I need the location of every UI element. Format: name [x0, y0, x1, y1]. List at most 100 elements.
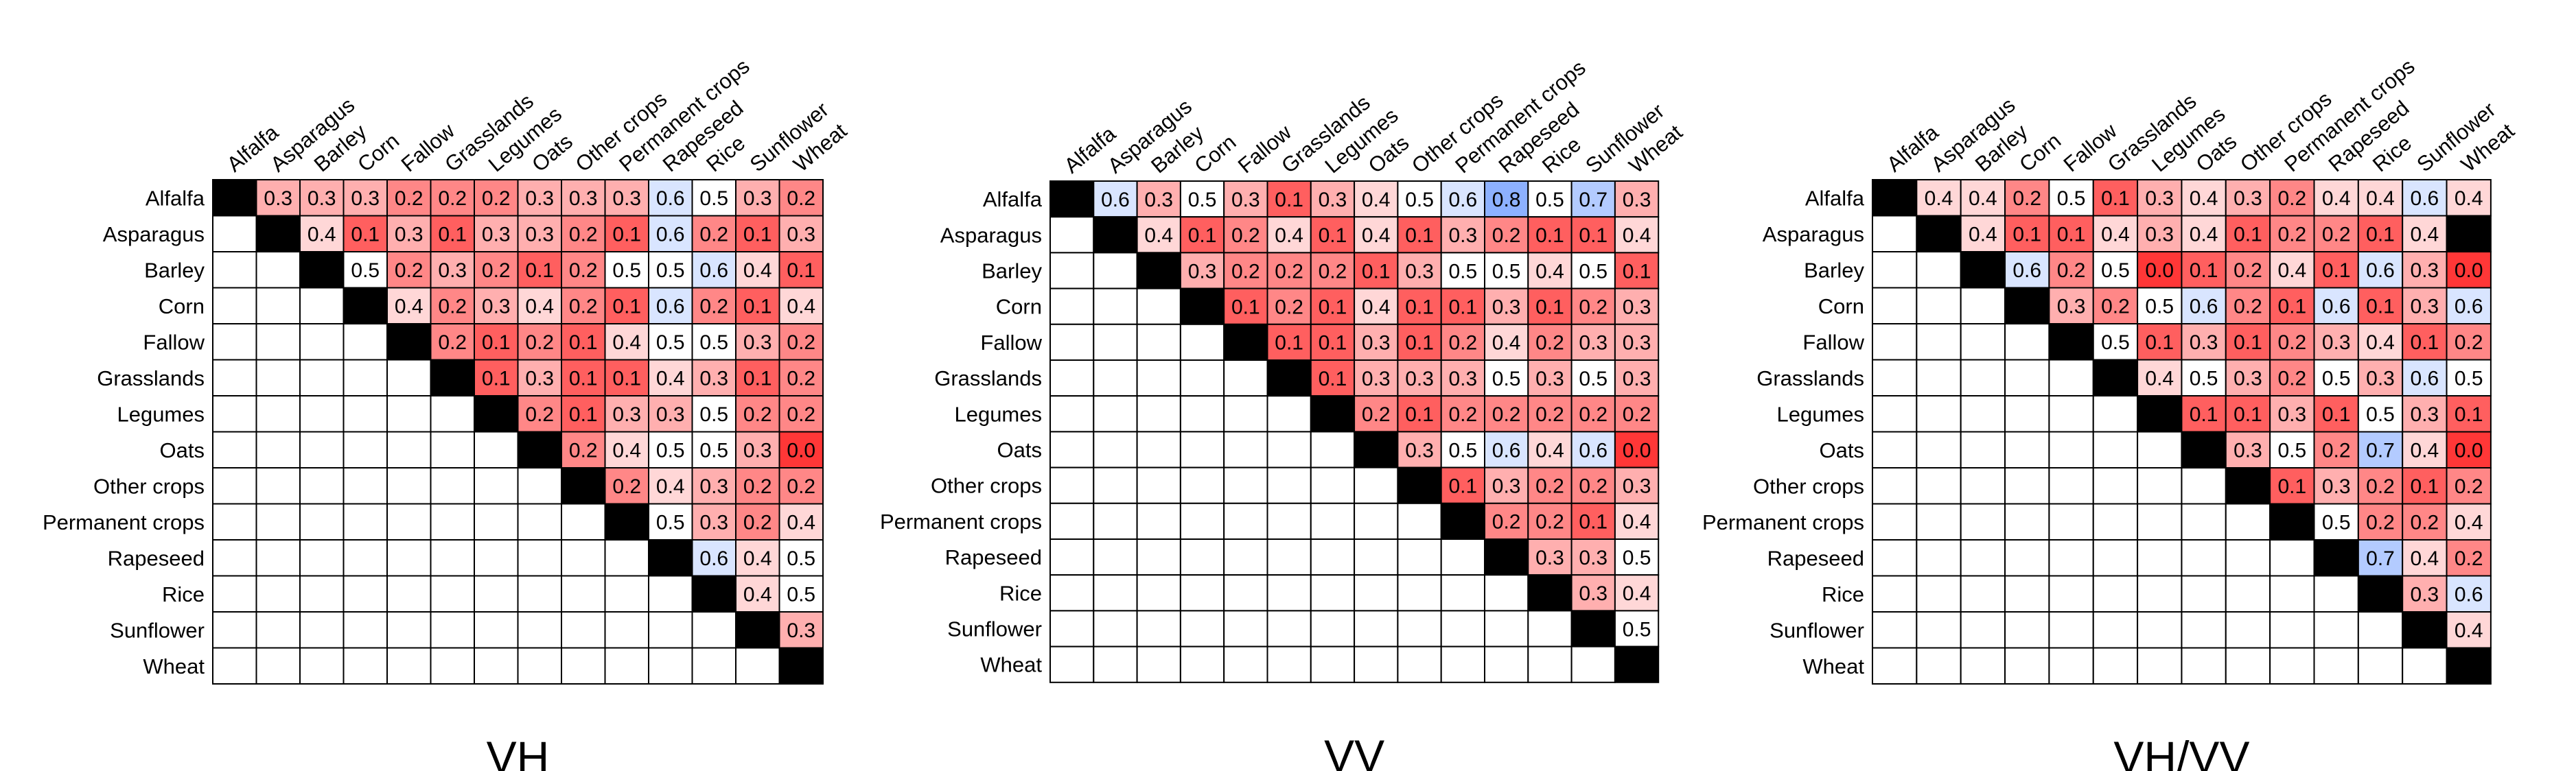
empty-cell	[1049, 323, 1095, 361]
empty-cell	[1310, 466, 1356, 504]
empty-cell	[1872, 287, 1918, 324]
cell-value-label: 0.1	[2057, 224, 2086, 246]
heatmap-cell	[2269, 467, 2315, 505]
heatmap-cell	[1179, 252, 1225, 289]
heatmap-cell	[1484, 395, 1529, 433]
diagonal-cell	[735, 611, 780, 649]
heatmap-cell	[778, 287, 824, 324]
heatmap-cell	[1570, 574, 1616, 612]
heatmap-cell	[2313, 503, 2359, 541]
heatmap-cell	[2313, 431, 2359, 468]
empty-cell	[1093, 502, 1138, 540]
cell-value-label: 0.3	[1231, 189, 1260, 211]
diagonal-cell	[343, 287, 388, 324]
cell-value-label: 0.5	[1623, 618, 1651, 641]
cell-value-label: 0.2	[787, 187, 815, 210]
empty-cell	[2225, 647, 2271, 685]
cell-value-label: 0.5	[699, 403, 728, 426]
heatmap-cell	[1484, 359, 1529, 397]
cell-value-label: 0.4	[656, 475, 685, 498]
empty-cell	[561, 503, 606, 541]
cell-value-label: 0.1	[612, 224, 641, 246]
empty-cell	[1223, 538, 1268, 576]
empty-cell	[1484, 610, 1529, 648]
cell-value-label: 0.2	[2277, 187, 2306, 210]
cell-value-label: 0.3	[1405, 439, 1434, 462]
row-tick-label: Grasslands	[1756, 366, 1864, 390]
heatmap-cell	[1484, 252, 1529, 289]
empty-cell	[1136, 287, 1181, 325]
cell-value-label: 0.2	[1448, 332, 1477, 355]
cell-value-label: 0.5	[612, 259, 641, 282]
cell-value-label: 0.4	[1362, 296, 1391, 319]
cell-value-label: 0.1	[1535, 296, 1564, 319]
cell-value-label: 0.4	[2455, 619, 2483, 642]
empty-cell	[2225, 503, 2271, 541]
row-tick-label: Corn	[159, 294, 205, 318]
cell-value-label: 0.3	[2190, 331, 2218, 354]
row-tick-label: Grasslands	[97, 366, 205, 390]
cell-value-label: 0.3	[1579, 582, 1608, 605]
empty-cell	[343, 431, 388, 468]
cell-value-label: 0.2	[2322, 224, 2351, 246]
empty-cell	[1223, 431, 1268, 468]
cell-value-label: 0.2	[1579, 475, 1608, 498]
heatmap-cell	[1223, 287, 1268, 325]
empty-cell	[2004, 467, 2050, 505]
empty-cell	[1093, 538, 1138, 576]
cell-value-label: 0.1	[1319, 296, 1347, 319]
empty-cell	[255, 575, 301, 613]
cell-value-label: 0.6	[2190, 296, 2218, 318]
empty-cell	[386, 575, 432, 613]
heatmap-cell	[1614, 538, 1660, 576]
diagonal-cell	[1049, 180, 1095, 218]
cell-value-label: 0.2	[2366, 512, 2395, 534]
cell-value-label: 0.1	[2322, 259, 2351, 282]
cell-value-label: 0.3	[1492, 296, 1521, 319]
cell-value-label: 0.4	[787, 296, 815, 318]
cell-value-label: 0.2	[2455, 475, 2483, 498]
empty-cell	[1179, 395, 1225, 433]
cell-value-label: 0.3	[2411, 259, 2439, 282]
cell-value-label: 0.2	[2012, 187, 2041, 210]
empty-cell	[2181, 647, 2227, 685]
empty-cell	[2357, 647, 2404, 685]
cell-value-label: 0.2	[2101, 296, 2130, 318]
row-tick-label: Rice	[1822, 582, 1864, 606]
heatmap-cell	[604, 323, 649, 361]
empty-cell	[1179, 323, 1225, 361]
heatmap-cell	[2137, 287, 2183, 324]
row-tick-label: Rapeseed	[108, 546, 205, 570]
cell-value-label: 0.2	[2277, 368, 2306, 390]
heatmap-cell	[1527, 395, 1573, 433]
cell-value-label: 0.2	[2233, 259, 2262, 282]
cell-value-label: 0.4	[2190, 224, 2218, 246]
empty-cell	[1397, 645, 1442, 683]
cell-value-label: 0.3	[1579, 547, 1608, 569]
empty-cell	[2048, 539, 2094, 577]
diagonal-cell	[561, 467, 606, 505]
heatmap-cell	[474, 323, 519, 361]
heatmap-cell	[778, 467, 824, 505]
cell-value-label: 0.4	[2145, 368, 2174, 390]
cell-value-label: 0.5	[2366, 403, 2395, 426]
heatmap-cell	[2446, 359, 2492, 396]
heatmap-cell	[2357, 179, 2404, 217]
diagonal-cell	[1179, 287, 1225, 325]
cell-value-label: 0.2	[743, 403, 772, 426]
cell-value-label: 0.6	[656, 187, 685, 210]
empty-cell	[2004, 539, 2050, 577]
empty-cell	[1960, 467, 2006, 505]
cell-value-label: 0.5	[2322, 512, 2351, 534]
cell-value-label: 0.5	[2322, 368, 2351, 390]
cell-value-label: 0.6	[1101, 189, 1130, 211]
cell-value-label: 0.2	[787, 331, 815, 354]
row-tick-label: Legumes	[1776, 402, 1864, 426]
empty-cell	[386, 647, 432, 685]
cell-value-label: 0.1	[2233, 331, 2262, 354]
cell-value-label: 0.4	[612, 440, 641, 462]
heatmap-cell	[1179, 180, 1225, 218]
empty-cell	[517, 539, 562, 577]
heatmap-cell	[778, 503, 824, 541]
empty-cell	[517, 503, 562, 541]
